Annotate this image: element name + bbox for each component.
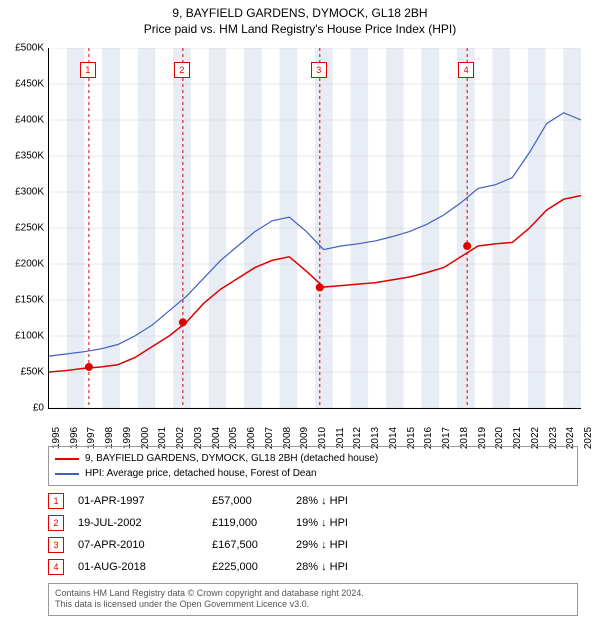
marker-box: 2 [174,62,190,78]
footer-box: Contains HM Land Registry data © Crown c… [48,583,578,616]
tx-diff: 28% ↓ HPI [296,561,348,573]
transaction-row: 1 01-APR-1997 £57,000 28% ↓ HPI [48,490,348,512]
ytick-label: £400K [2,115,44,126]
chart-plot-area [48,48,581,409]
ytick-label: £500K [2,43,44,54]
legend-box: 9, BAYFIELD GARDENS, DYMOCK, GL18 2BH (d… [48,446,578,486]
ytick-label: £250K [2,223,44,234]
ytick-label: £0 [2,403,44,414]
tx-date: 01-AUG-2018 [78,561,198,573]
ytick-label: £50K [2,367,44,378]
transaction-row: 2 19-JUL-2002 £119,000 19% ↓ HPI [48,512,348,534]
ytick-label: £450K [2,79,44,90]
tx-price: £57,000 [212,495,282,507]
tx-date: 01-APR-1997 [78,495,198,507]
tx-diff: 29% ↓ HPI [296,539,348,551]
tx-date: 19-JUL-2002 [78,517,198,529]
tx-date: 07-APR-2010 [78,539,198,551]
marker-box: 3 [311,62,327,78]
tx-marker: 4 [48,559,64,575]
title-line-1: 9, BAYFIELD GARDENS, DYMOCK, GL18 2BH [0,6,600,22]
tx-marker: 1 [48,493,64,509]
marker-box: 4 [458,62,474,78]
tx-diff: 28% ↓ HPI [296,495,348,507]
transaction-row: 4 01-AUG-2018 £225,000 28% ↓ HPI [48,556,348,578]
chart-svg [49,48,581,408]
ytick-label: £100K [2,331,44,342]
title-line-2: Price paid vs. HM Land Registry's House … [0,22,600,38]
tx-marker: 3 [48,537,64,553]
legend-label-1: HPI: Average price, detached house, Fore… [85,466,317,481]
ytick-label: £150K [2,295,44,306]
legend-row-0: 9, BAYFIELD GARDENS, DYMOCK, GL18 2BH (d… [55,451,571,466]
marker-box: 1 [80,62,96,78]
tx-price: £225,000 [212,561,282,573]
footer-line-1: Contains HM Land Registry data © Crown c… [55,588,571,600]
tx-price: £119,000 [212,517,282,529]
footer-line-2: This data is licensed under the Open Gov… [55,599,571,611]
legend-swatch-0 [55,458,79,460]
transaction-row: 3 07-APR-2010 £167,500 29% ↓ HPI [48,534,348,556]
tx-marker: 2 [48,515,64,531]
ytick-label: £200K [2,259,44,270]
ytick-label: £300K [2,187,44,198]
title-block: 9, BAYFIELD GARDENS, DYMOCK, GL18 2BH Pr… [0,0,600,37]
tx-diff: 19% ↓ HPI [296,517,348,529]
tx-price: £167,500 [212,539,282,551]
transactions-table: 1 01-APR-1997 £57,000 28% ↓ HPI 2 19-JUL-2002… [48,490,348,578]
ytick-label: £350K [2,151,44,162]
xtick-label: 2025 [583,427,594,449]
legend-swatch-1 [55,473,79,475]
chart-container: 9, BAYFIELD GARDENS, DYMOCK, GL18 2BH Pr… [0,0,600,620]
legend-row-1: HPI: Average price, detached house, Fore… [55,466,571,481]
legend-label-0: 9, BAYFIELD GARDENS, DYMOCK, GL18 2BH (d… [85,451,378,466]
